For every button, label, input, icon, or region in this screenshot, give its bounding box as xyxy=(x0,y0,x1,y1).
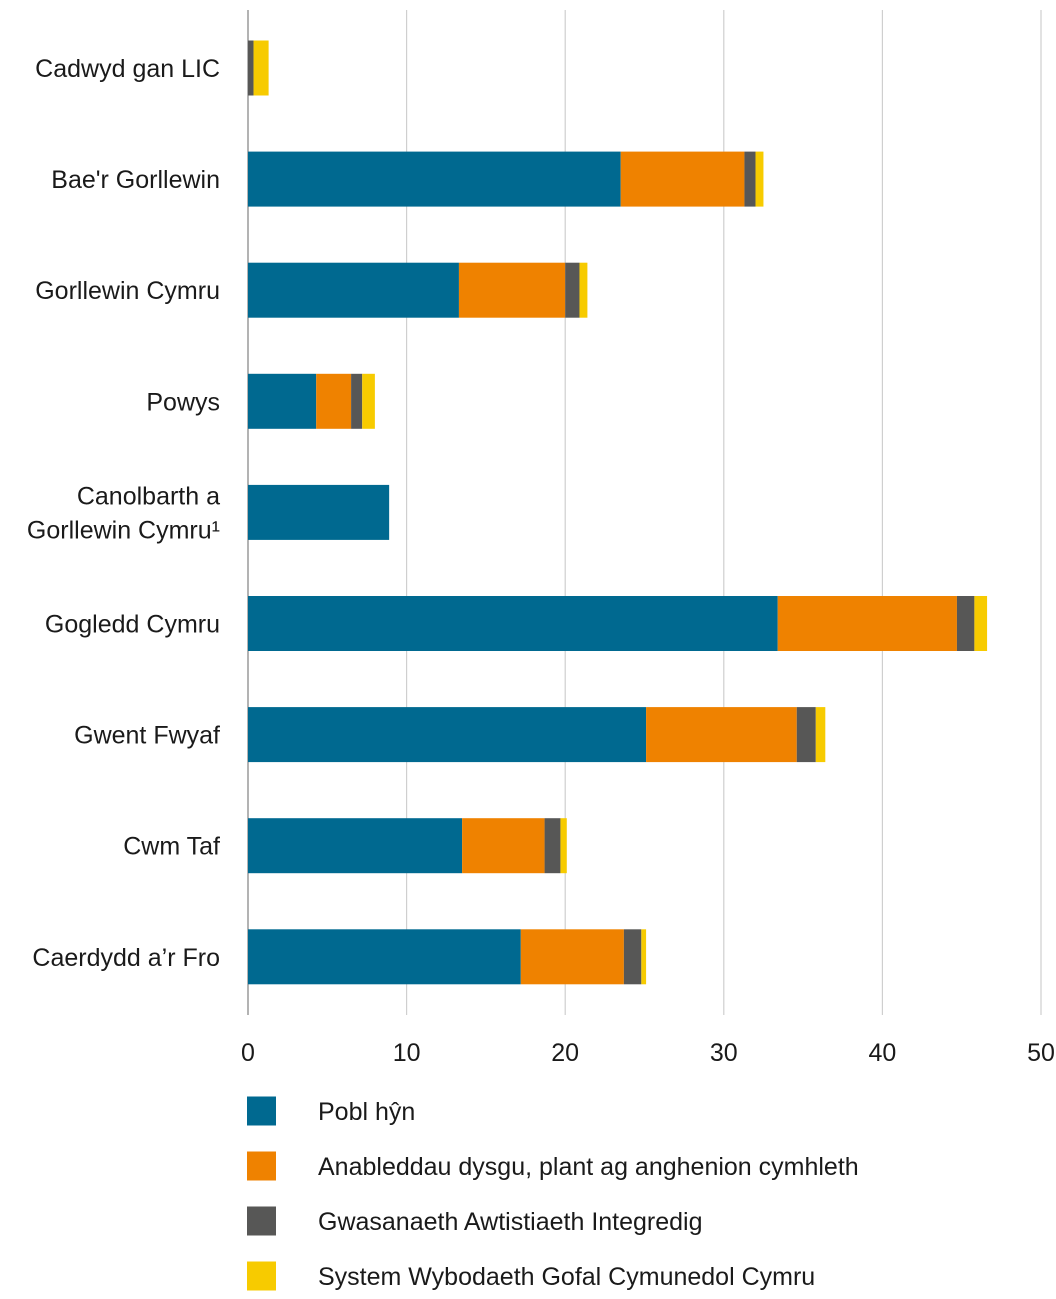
bar-segment-4-series-1 xyxy=(248,373,317,429)
bar-segment-6-series-2 xyxy=(777,596,957,651)
category-label: Gorllewin Cymru¹ xyxy=(27,516,220,544)
category-label: Canolbarth a xyxy=(77,482,220,510)
category-label: Powys xyxy=(146,388,220,416)
bar-segment-8-series-2 xyxy=(462,818,545,874)
category-label: Caerdydd a’r Fro xyxy=(32,944,220,972)
bar-segment-2-series-2 xyxy=(620,151,745,207)
bar-segment-8-series-1 xyxy=(248,818,463,874)
category-label: Gorllewin Cymru xyxy=(35,277,220,305)
x-tick-label-30: 30 xyxy=(710,1039,738,1067)
x-tick-label-0: 0 xyxy=(241,1039,255,1067)
bar-segment-1-series-4 xyxy=(253,40,269,96)
legend-label-1: Pobl hŷn xyxy=(318,1098,415,1126)
category-label: Cwm Taf xyxy=(123,833,220,861)
category-label: Gogledd Cymru xyxy=(45,611,220,639)
category-label: Cadwyd gan LIC xyxy=(35,55,220,83)
bar-segment-6-series-3 xyxy=(956,596,975,651)
legend-swatch-2 xyxy=(247,1151,276,1181)
bar-segment-2-series-4 xyxy=(755,151,764,207)
legend-label-2: Anableddau dysgu, plant ag anghenion cym… xyxy=(318,1153,859,1181)
bar-segment-4-series-4 xyxy=(362,373,375,429)
bar-segment-7-series-4 xyxy=(815,707,826,763)
legend-label-3: Gwasanaeth Awtistiaeth Integredig xyxy=(318,1208,703,1236)
bar-segment-7-series-2 xyxy=(646,707,797,763)
bar-segment-8-series-4 xyxy=(560,818,567,874)
bar-segment-9-series-3 xyxy=(623,929,642,985)
legend-swatch-1 xyxy=(247,1096,276,1126)
bar-segment-9-series-1 xyxy=(248,929,521,985)
x-axis-ticks: 0 10 20 30 40 50 xyxy=(241,1039,1055,1067)
bar-segment-9-series-4 xyxy=(641,929,647,985)
x-tick-label-10: 10 xyxy=(393,1039,421,1067)
bars xyxy=(248,40,988,985)
legend-swatch-3 xyxy=(247,1206,276,1236)
category-label: Gwent Fwyaf xyxy=(74,722,220,750)
bar-segment-3-series-2 xyxy=(458,262,566,318)
bar-segment-3-series-1 xyxy=(248,262,459,318)
bar-segment-7-series-1 xyxy=(248,707,647,763)
bar-segment-4-series-2 xyxy=(316,373,352,429)
legend: Pobl hŷn Anableddau dysgu, plant ag anghe… xyxy=(247,1096,859,1291)
bar-segment-5-series-1 xyxy=(248,484,390,540)
bar-segment-4-series-3 xyxy=(351,373,363,429)
bar-segment-9-series-2 xyxy=(520,929,624,985)
bar-segment-1-series-3 xyxy=(248,40,254,96)
x-tick-label-50: 50 xyxy=(1027,1039,1055,1067)
bar-segment-2-series-3 xyxy=(744,151,756,207)
category-labels: Cadwyd gan LIC Bae'r Gorllewin Gorllewin C… xyxy=(27,55,220,972)
legend-swatch-4 xyxy=(247,1261,276,1291)
x-tick-label-20: 20 xyxy=(551,1039,579,1067)
legend-label-4: System Wybodaeth Gofal Cymunedol Cymru xyxy=(318,1263,815,1291)
category-label: Bae'r Gorllewin xyxy=(51,166,220,194)
bar-segment-7-series-3 xyxy=(796,707,816,763)
bar-segment-3-series-4 xyxy=(579,262,588,318)
bar-segment-3-series-3 xyxy=(565,262,580,318)
x-tick-label-40: 40 xyxy=(868,1039,896,1067)
bar-segment-6-series-4 xyxy=(974,596,988,651)
bar-segment-8-series-3 xyxy=(544,818,561,874)
bar-segment-6-series-1 xyxy=(248,596,778,651)
bar-segment-2-series-1 xyxy=(248,151,621,207)
